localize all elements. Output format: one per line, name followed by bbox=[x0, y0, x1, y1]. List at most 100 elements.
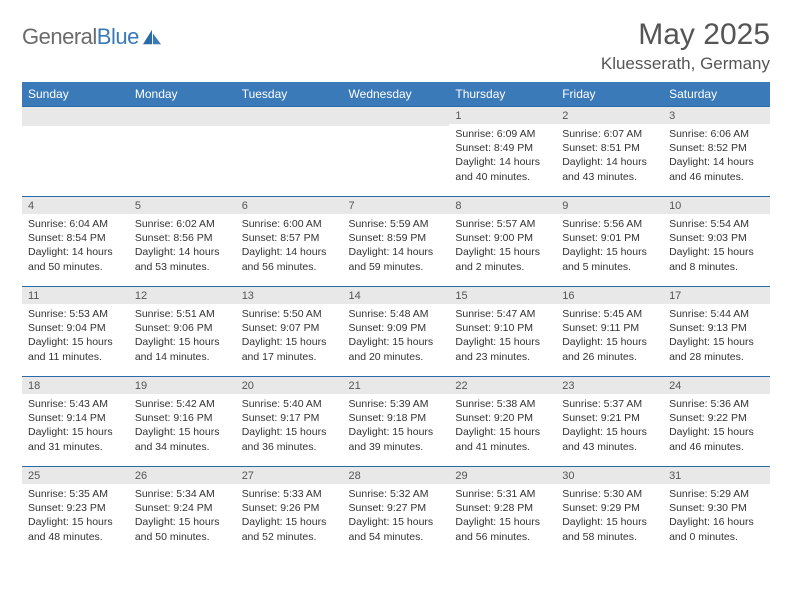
sunset-text: Sunset: 9:01 PM bbox=[562, 231, 657, 245]
daylight-line2: and 56 minutes. bbox=[455, 530, 550, 544]
daylight-line1: Daylight: 15 hours bbox=[28, 335, 123, 349]
sunset-text: Sunset: 9:07 PM bbox=[242, 321, 337, 335]
sunset-text: Sunset: 8:49 PM bbox=[455, 141, 550, 155]
daylight-line1: Daylight: 15 hours bbox=[669, 425, 764, 439]
day-number: 6 bbox=[236, 196, 343, 214]
daylight-line2: and 2 minutes. bbox=[455, 260, 550, 274]
sunrise-text: Sunrise: 5:50 AM bbox=[242, 307, 337, 321]
header: GeneralBlue May 2025 Kluesserath, German… bbox=[22, 18, 770, 74]
daylight-line2: and 5 minutes. bbox=[562, 260, 657, 274]
day-number: 4 bbox=[22, 196, 129, 214]
sunrise-text: Sunrise: 5:59 AM bbox=[349, 217, 444, 231]
day-body: Sunrise: 5:30 AMSunset: 9:29 PMDaylight:… bbox=[556, 484, 663, 548]
empty-day-bar bbox=[236, 106, 343, 126]
month-title: May 2025 bbox=[601, 18, 770, 52]
sunrise-text: Sunrise: 5:42 AM bbox=[135, 397, 230, 411]
day-cell: 5Sunrise: 6:02 AMSunset: 8:56 PMDaylight… bbox=[129, 196, 236, 286]
sunrise-text: Sunrise: 5:57 AM bbox=[455, 217, 550, 231]
calendar-body: 1Sunrise: 6:09 AMSunset: 8:49 PMDaylight… bbox=[22, 106, 770, 556]
day-cell: 9Sunrise: 5:56 AMSunset: 9:01 PMDaylight… bbox=[556, 196, 663, 286]
sunset-text: Sunset: 9:22 PM bbox=[669, 411, 764, 425]
day-body: Sunrise: 5:37 AMSunset: 9:21 PMDaylight:… bbox=[556, 394, 663, 458]
daylight-line1: Daylight: 15 hours bbox=[669, 335, 764, 349]
daylight-line1: Daylight: 15 hours bbox=[562, 515, 657, 529]
day-number: 17 bbox=[663, 286, 770, 304]
sunrise-text: Sunrise: 6:07 AM bbox=[562, 127, 657, 141]
daylight-line1: Daylight: 15 hours bbox=[242, 425, 337, 439]
sunset-text: Sunset: 9:11 PM bbox=[562, 321, 657, 335]
sunrise-text: Sunrise: 5:44 AM bbox=[669, 307, 764, 321]
daylight-line1: Daylight: 14 hours bbox=[242, 245, 337, 259]
daylight-line2: and 17 minutes. bbox=[242, 350, 337, 364]
daylight-line1: Daylight: 15 hours bbox=[349, 335, 444, 349]
day-number: 10 bbox=[663, 196, 770, 214]
sunrise-text: Sunrise: 6:06 AM bbox=[669, 127, 764, 141]
day-cell: 16Sunrise: 5:45 AMSunset: 9:11 PMDayligh… bbox=[556, 286, 663, 376]
sunset-text: Sunset: 9:20 PM bbox=[455, 411, 550, 425]
week-row: 1Sunrise: 6:09 AMSunset: 8:49 PMDaylight… bbox=[22, 106, 770, 196]
day-body: Sunrise: 5:40 AMSunset: 9:17 PMDaylight:… bbox=[236, 394, 343, 458]
day-number: 18 bbox=[22, 376, 129, 394]
location: Kluesserath, Germany bbox=[601, 54, 770, 74]
day-number: 7 bbox=[343, 196, 450, 214]
day-cell: 24Sunrise: 5:36 AMSunset: 9:22 PMDayligh… bbox=[663, 376, 770, 466]
week-row: 11Sunrise: 5:53 AMSunset: 9:04 PMDayligh… bbox=[22, 286, 770, 376]
day-number: 22 bbox=[449, 376, 556, 394]
sunrise-text: Sunrise: 5:34 AM bbox=[135, 487, 230, 501]
daylight-line2: and 41 minutes. bbox=[455, 440, 550, 454]
day-body: Sunrise: 6:07 AMSunset: 8:51 PMDaylight:… bbox=[556, 124, 663, 188]
sunrise-text: Sunrise: 5:39 AM bbox=[349, 397, 444, 411]
daylight-line1: Daylight: 15 hours bbox=[242, 515, 337, 529]
daylight-line2: and 40 minutes. bbox=[455, 170, 550, 184]
day-number: 20 bbox=[236, 376, 343, 394]
sunrise-text: Sunrise: 5:37 AM bbox=[562, 397, 657, 411]
day-cell: 26Sunrise: 5:34 AMSunset: 9:24 PMDayligh… bbox=[129, 466, 236, 556]
sunset-text: Sunset: 9:09 PM bbox=[349, 321, 444, 335]
day-cell bbox=[129, 106, 236, 196]
sunset-text: Sunset: 9:00 PM bbox=[455, 231, 550, 245]
day-body: Sunrise: 5:47 AMSunset: 9:10 PMDaylight:… bbox=[449, 304, 556, 368]
day-cell: 27Sunrise: 5:33 AMSunset: 9:26 PMDayligh… bbox=[236, 466, 343, 556]
day-body: Sunrise: 5:42 AMSunset: 9:16 PMDaylight:… bbox=[129, 394, 236, 458]
empty-day-bar bbox=[129, 106, 236, 126]
dow-friday: Friday bbox=[556, 82, 663, 106]
daylight-line2: and 54 minutes. bbox=[349, 530, 444, 544]
daylight-line1: Daylight: 15 hours bbox=[455, 425, 550, 439]
daylight-line1: Daylight: 15 hours bbox=[242, 335, 337, 349]
day-number: 12 bbox=[129, 286, 236, 304]
sunset-text: Sunset: 9:14 PM bbox=[28, 411, 123, 425]
day-cell: 19Sunrise: 5:42 AMSunset: 9:16 PMDayligh… bbox=[129, 376, 236, 466]
day-cell: 7Sunrise: 5:59 AMSunset: 8:59 PMDaylight… bbox=[343, 196, 450, 286]
day-number: 30 bbox=[556, 466, 663, 484]
day-number: 15 bbox=[449, 286, 556, 304]
day-cell: 10Sunrise: 5:54 AMSunset: 9:03 PMDayligh… bbox=[663, 196, 770, 286]
day-body: Sunrise: 5:54 AMSunset: 9:03 PMDaylight:… bbox=[663, 214, 770, 278]
day-cell: 1Sunrise: 6:09 AMSunset: 8:49 PMDaylight… bbox=[449, 106, 556, 196]
daylight-line2: and 59 minutes. bbox=[349, 260, 444, 274]
day-body: Sunrise: 5:56 AMSunset: 9:01 PMDaylight:… bbox=[556, 214, 663, 278]
dow-tuesday: Tuesday bbox=[236, 82, 343, 106]
daylight-line1: Daylight: 14 hours bbox=[28, 245, 123, 259]
day-number: 13 bbox=[236, 286, 343, 304]
daylight-line2: and 28 minutes. bbox=[669, 350, 764, 364]
sunrise-text: Sunrise: 5:30 AM bbox=[562, 487, 657, 501]
day-cell: 30Sunrise: 5:30 AMSunset: 9:29 PMDayligh… bbox=[556, 466, 663, 556]
daylight-line2: and 14 minutes. bbox=[135, 350, 230, 364]
day-body: Sunrise: 5:36 AMSunset: 9:22 PMDaylight:… bbox=[663, 394, 770, 458]
day-number: 23 bbox=[556, 376, 663, 394]
day-number: 9 bbox=[556, 196, 663, 214]
dow-sunday: Sunday bbox=[22, 82, 129, 106]
day-body: Sunrise: 5:51 AMSunset: 9:06 PMDaylight:… bbox=[129, 304, 236, 368]
logo-text-2: Blue bbox=[97, 24, 139, 49]
daylight-line2: and 31 minutes. bbox=[28, 440, 123, 454]
sunrise-text: Sunrise: 5:38 AM bbox=[455, 397, 550, 411]
daylight-line2: and 23 minutes. bbox=[455, 350, 550, 364]
day-body: Sunrise: 6:04 AMSunset: 8:54 PMDaylight:… bbox=[22, 214, 129, 278]
dow-saturday: Saturday bbox=[663, 82, 770, 106]
sunrise-text: Sunrise: 5:45 AM bbox=[562, 307, 657, 321]
daylight-line1: Daylight: 15 hours bbox=[349, 515, 444, 529]
day-cell: 8Sunrise: 5:57 AMSunset: 9:00 PMDaylight… bbox=[449, 196, 556, 286]
sunset-text: Sunset: 9:13 PM bbox=[669, 321, 764, 335]
day-body: Sunrise: 5:29 AMSunset: 9:30 PMDaylight:… bbox=[663, 484, 770, 548]
day-body: Sunrise: 5:31 AMSunset: 9:28 PMDaylight:… bbox=[449, 484, 556, 548]
